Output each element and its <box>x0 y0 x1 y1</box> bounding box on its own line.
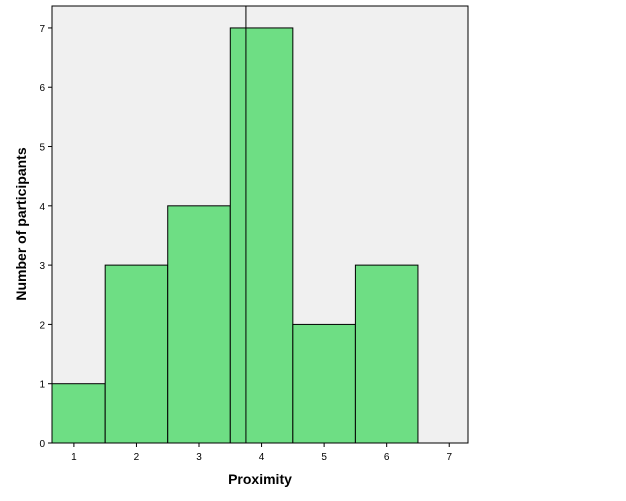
x-axis-ticks: 1 2 3 4 5 6 7 <box>71 443 452 463</box>
y-tick-label: 1 <box>39 380 45 391</box>
x-tick-label: 7 <box>446 452 452 463</box>
histogram-bar <box>292 323 356 444</box>
histogram-bar <box>167 205 231 444</box>
y-tick-label: 0 <box>39 439 45 450</box>
histogram-bar <box>51 383 106 444</box>
y-tick-label: 5 <box>39 143 45 154</box>
histogram-bar <box>104 264 169 444</box>
x-tick-label: 3 <box>196 452 202 463</box>
y-tick-label: 7 <box>39 24 45 35</box>
y-tick-label: 6 <box>39 83 45 94</box>
y-tick-label: 3 <box>39 261 45 272</box>
y-tick-label: 4 <box>39 202 45 213</box>
x-tick-label: 5 <box>321 452 327 463</box>
y-axis-title: Number of participants <box>13 147 29 300</box>
x-tick-label: 2 <box>134 452 140 463</box>
x-tick-label: 1 <box>71 452 77 463</box>
bars-layer <box>51 27 419 444</box>
y-tick-label: 2 <box>39 320 45 331</box>
histogram-bar <box>229 27 294 444</box>
x-axis-title: Proximity <box>228 471 292 487</box>
histogram-bar <box>354 264 419 444</box>
y-axis-ticks: 0 1 2 3 4 5 6 7 <box>39 24 52 450</box>
x-tick-label: 6 <box>384 452 390 463</box>
x-tick-label: 4 <box>259 452 265 463</box>
